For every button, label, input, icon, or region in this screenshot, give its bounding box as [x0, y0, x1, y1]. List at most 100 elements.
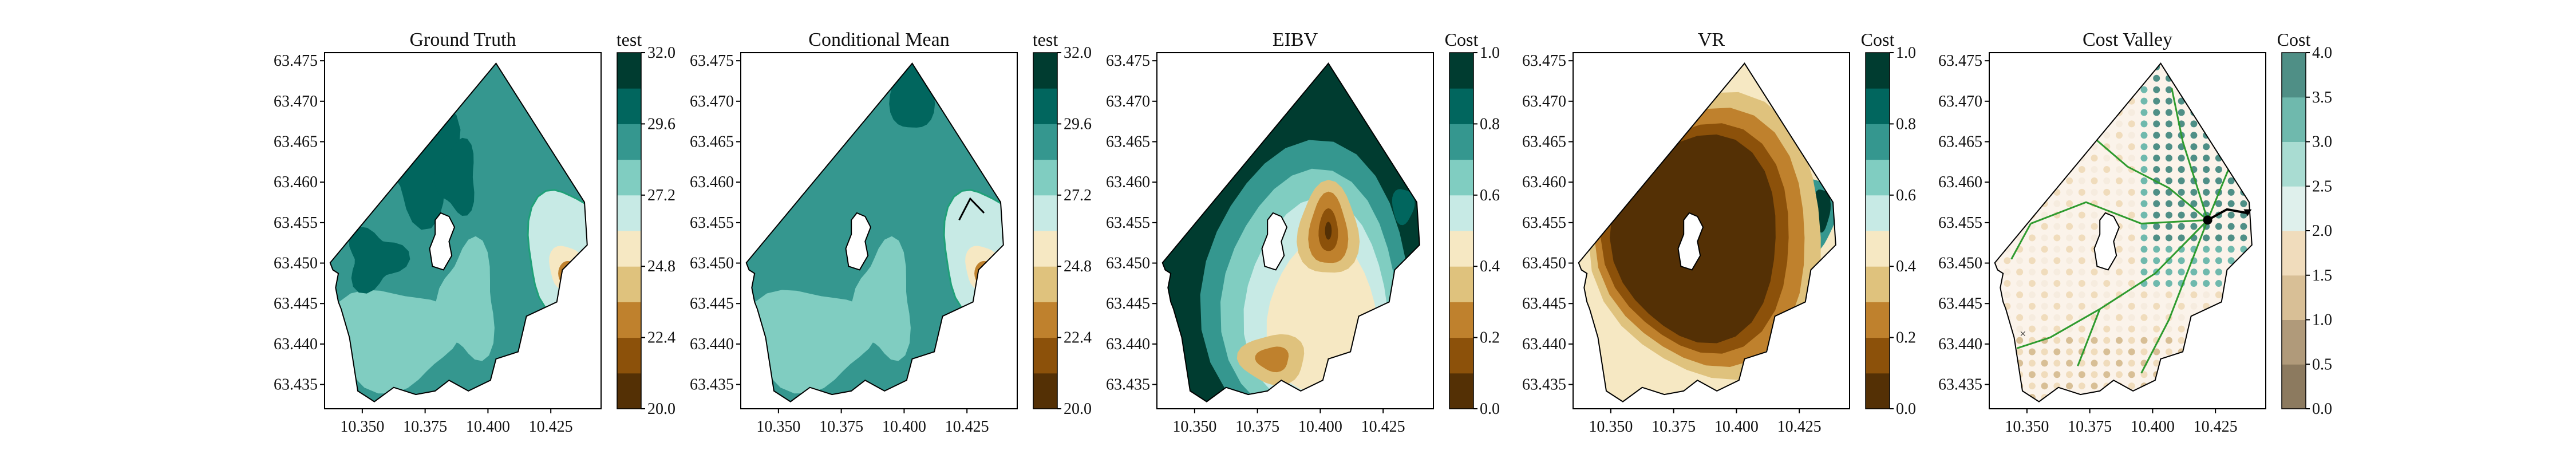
cost-dot: [2253, 326, 2259, 333]
colorbar-tick-label: 0.0: [1480, 400, 1500, 418]
cost-dot: [2128, 302, 2135, 310]
cost-dot: [2066, 360, 2073, 367]
cost-dot: [2240, 360, 2247, 367]
colorbar-segment: [617, 337, 641, 374]
cost-dot: [2053, 188, 2061, 196]
background: [1994, 63, 2252, 402]
cost-dot: [2190, 302, 2198, 310]
cost-dot: [2078, 211, 2085, 219]
cost-dot: [2016, 314, 2024, 321]
colorbar-segment: [617, 302, 641, 338]
x-tick-label: 10.400: [466, 418, 510, 436]
y-tick-label: 63.475: [690, 52, 734, 70]
y-tick-label: 63.435: [1938, 376, 1982, 394]
cost-dot: [2078, 302, 2085, 310]
cost-dot: [2116, 246, 2123, 253]
cost-dot: [2215, 325, 2222, 333]
colorbar-segment: [1449, 53, 1473, 89]
cost-dot: [2227, 211, 2235, 219]
cost-dot: [2041, 257, 2048, 264]
colorbar-tick-label: 0.0: [1896, 400, 1916, 418]
cost-dot: [2253, 291, 2259, 298]
cost-dot: [2053, 166, 2061, 173]
cost-dot: [2128, 394, 2135, 401]
cost-dot: [2103, 325, 2111, 333]
colorbar-segment: [1866, 88, 1890, 124]
colorbar-frame: [617, 52, 642, 409]
colorbar-segment: [1033, 195, 1057, 231]
cost-dot: [2091, 360, 2098, 367]
cost-dot: [2103, 155, 2111, 162]
cost-dot: [2016, 74, 2024, 82]
cost-dot: [2140, 223, 2148, 230]
cost-dot: [2227, 280, 2235, 287]
cost-dot: [2053, 132, 2061, 139]
cost-dot: [2103, 63, 2111, 70]
cost-dot: [1994, 63, 1998, 70]
cost-dot: [2240, 337, 2247, 344]
cost-dot: [2091, 86, 2098, 93]
cost-dot: [2253, 120, 2259, 127]
colorbar-tick-label: 3.0: [2312, 133, 2332, 151]
cost-dot: [2128, 348, 2135, 356]
cost-dot: [2153, 234, 2160, 242]
cost-dot: [2227, 120, 2235, 128]
cost-dot: [2128, 177, 2135, 184]
colorbar-segment: [617, 159, 641, 196]
cost-dot: [2078, 132, 2085, 139]
x-tick-label: 10.425: [2194, 418, 2238, 436]
cost-dot: [2066, 109, 2073, 116]
cost-dot: [2028, 200, 2036, 207]
colorbar-tick-label: 20.0: [647, 400, 675, 418]
colorbar-segment: [1449, 231, 1473, 267]
cost-dot: [2203, 86, 2210, 93]
cost-dot: [2016, 155, 2024, 162]
cost-dot: [2240, 74, 2247, 82]
cost-dot: [2053, 200, 2061, 207]
cost-dot: [2253, 223, 2259, 230]
cost-dot: [2116, 348, 2123, 356]
cost-dot: [2178, 211, 2185, 219]
cost-dot: [2041, 223, 2048, 230]
colorbar-tick-label: 1.5: [2312, 267, 2332, 285]
cost-dot: [2215, 177, 2222, 184]
cost-dot: [2128, 246, 2135, 253]
cost-dot: [2140, 143, 2148, 151]
cost-dot: [1994, 337, 1998, 344]
cost-dot: [2190, 280, 2198, 287]
cost-dot: [2165, 348, 2172, 356]
cost-dot: [2041, 166, 2048, 173]
cost-dot: [2041, 360, 2048, 367]
boundary-outline: [1161, 62, 1420, 402]
cost-dot: [2190, 291, 2198, 298]
cost-dot: [2078, 86, 2085, 93]
cost-dot: [2028, 166, 2036, 173]
y-tick-label: 63.450: [274, 255, 318, 273]
cost-dot: [2004, 97, 2011, 105]
cost-dot: [2240, 234, 2247, 242]
cost-dot: [2053, 109, 2061, 116]
cost-dot: [2140, 97, 2148, 105]
cost-dot: [2041, 132, 2048, 139]
cost-dot: [2028, 132, 2036, 139]
cost-dot: [2004, 63, 2011, 70]
colorbar-segment: [2282, 97, 2306, 142]
cost-dot: [2153, 200, 2160, 207]
colorbar-tick-label: 29.6: [647, 115, 675, 133]
cost-dot: [1994, 325, 1998, 333]
cost-dot: [2041, 291, 2048, 298]
colorbar-segment: [617, 373, 641, 409]
colorbar-tick-label: 1.0: [1480, 44, 1500, 62]
cost-dot: [2016, 177, 2024, 184]
cost-dot: [2178, 314, 2185, 321]
y-tick-label: 63.445: [1938, 295, 1982, 313]
cost-dot: [2016, 200, 2024, 207]
cost-dot: [2215, 86, 2222, 93]
cost-dot: [2004, 200, 2011, 207]
cost-dot: [2140, 291, 2148, 298]
cost-dot: [2028, 234, 2036, 242]
cost-dot: [2004, 188, 2011, 196]
cost-dot: [2215, 120, 2222, 128]
valley-branch: [2010, 223, 2032, 260]
cost-dot: [2041, 246, 2048, 253]
